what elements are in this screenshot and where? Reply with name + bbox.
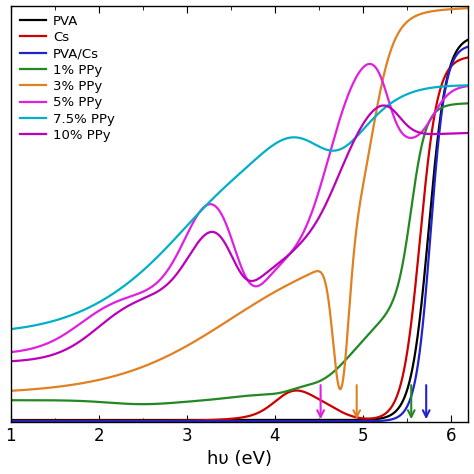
10% PPy	[219, 235, 224, 240]
1% PPy	[465, 100, 471, 106]
5% PPy	[453, 87, 458, 92]
PVA/Cs	[219, 419, 224, 424]
1% PPy	[219, 396, 224, 401]
Cs	[230, 416, 236, 421]
1% PPy	[369, 328, 374, 334]
Line: 5% PPy: 5% PPy	[11, 64, 468, 352]
10% PPy	[381, 103, 387, 109]
3% PPy	[452, 6, 458, 12]
3% PPy	[230, 314, 236, 320]
7.5% PPy	[452, 83, 458, 89]
7.5% PPy	[452, 83, 458, 89]
Legend: PVA, Cs, PVA/Cs, 1% PPy, 3% PPy, 5% PPy, 7.5% PPy, 10% PPy: PVA, Cs, PVA/Cs, 1% PPy, 3% PPy, 5% PPy,…	[18, 12, 118, 145]
10% PPy	[368, 110, 374, 116]
PVA/Cs	[230, 419, 236, 424]
PVA	[452, 51, 458, 57]
PVA	[219, 417, 224, 423]
10% PPy	[8, 358, 14, 364]
PVA/Cs	[465, 44, 471, 49]
PVA	[8, 417, 14, 423]
Line: 3% PPy: 3% PPy	[11, 8, 468, 391]
7.5% PPy	[465, 82, 471, 88]
PVA/Cs	[31, 419, 37, 424]
3% PPy	[8, 388, 14, 393]
5% PPy	[452, 87, 458, 92]
1% PPy	[140, 401, 146, 407]
Cs	[452, 60, 458, 65]
PVA/Cs	[452, 55, 458, 61]
Line: Cs: Cs	[11, 57, 468, 421]
PVA/Cs	[8, 419, 14, 424]
7.5% PPy	[230, 176, 236, 182]
PVA	[31, 417, 37, 423]
Cs	[219, 417, 224, 422]
3% PPy	[452, 6, 458, 12]
10% PPy	[31, 356, 37, 362]
3% PPy	[219, 322, 224, 328]
Cs	[368, 416, 374, 421]
Line: 1% PPy: 1% PPy	[11, 103, 468, 404]
3% PPy	[368, 137, 374, 143]
Cs	[452, 60, 458, 65]
Line: 10% PPy: 10% PPy	[11, 106, 468, 361]
10% PPy	[453, 130, 458, 136]
7.5% PPy	[8, 326, 14, 332]
PVA/Cs	[368, 418, 374, 424]
7.5% PPy	[219, 188, 224, 193]
PVA	[465, 36, 471, 42]
PVA	[368, 417, 374, 422]
1% PPy	[452, 101, 458, 107]
10% PPy	[465, 130, 471, 136]
5% PPy	[367, 61, 373, 67]
PVA	[230, 417, 236, 423]
5% PPy	[465, 83, 471, 89]
1% PPy	[231, 394, 237, 400]
1% PPy	[31, 397, 37, 403]
PVA	[452, 51, 458, 56]
5% PPy	[230, 241, 236, 247]
7.5% PPy	[368, 118, 374, 124]
5% PPy	[219, 211, 224, 217]
PVA/Cs	[452, 55, 458, 60]
5% PPy	[31, 345, 37, 351]
1% PPy	[453, 101, 458, 107]
7.5% PPy	[31, 323, 37, 328]
3% PPy	[31, 386, 37, 392]
10% PPy	[230, 256, 236, 262]
Cs	[31, 418, 37, 424]
Line: 7.5% PPy: 7.5% PPy	[11, 85, 468, 329]
X-axis label: hυ (eV): hυ (eV)	[207, 450, 272, 468]
Line: PVA/Cs: PVA/Cs	[11, 46, 468, 421]
5% PPy	[8, 349, 14, 355]
3% PPy	[465, 5, 471, 11]
10% PPy	[452, 130, 458, 136]
5% PPy	[369, 61, 374, 67]
1% PPy	[8, 397, 14, 403]
Cs	[8, 418, 14, 424]
Cs	[465, 55, 471, 60]
Line: PVA: PVA	[11, 39, 468, 420]
